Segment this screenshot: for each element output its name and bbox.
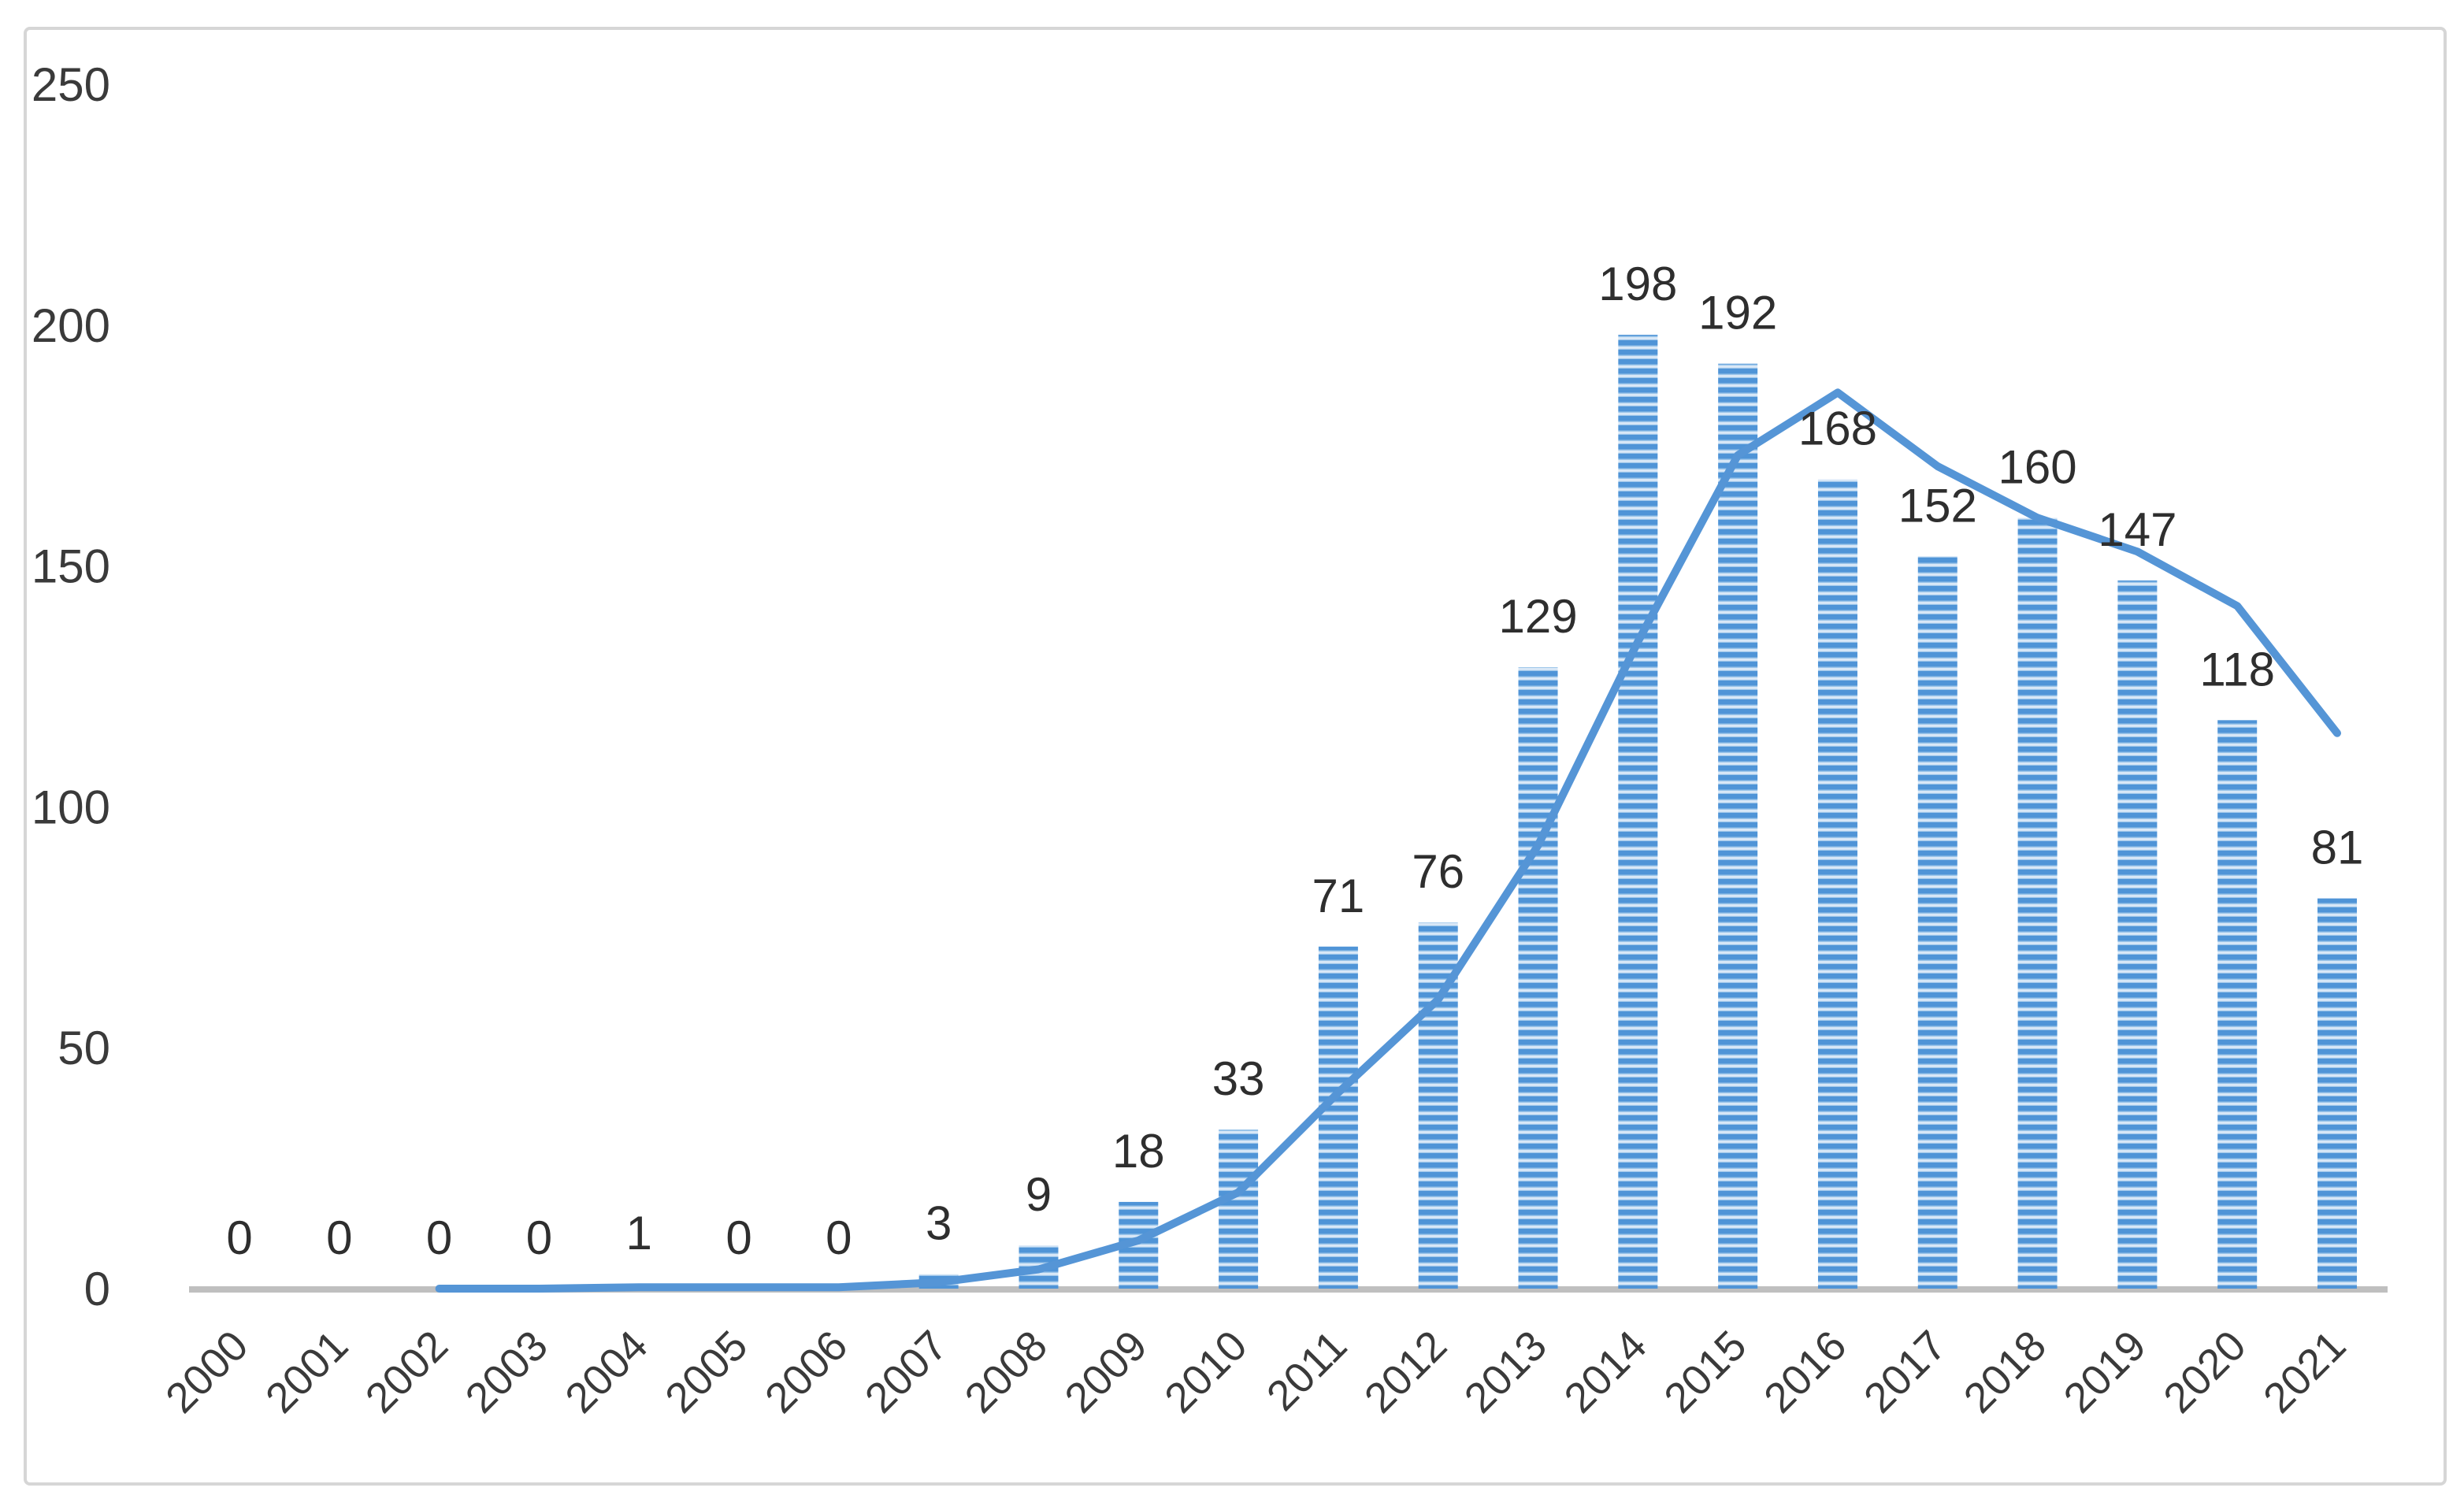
bar-2013 <box>1518 667 1558 1289</box>
bar-value-label-2003: 0 <box>526 1211 552 1264</box>
y-tick-label-250: 250 <box>32 58 110 111</box>
bar-value-label-2008: 9 <box>1026 1168 1052 1221</box>
bar-value-label-2013: 129 <box>1498 590 1577 643</box>
x-tick-label-2000: 2000 <box>157 1322 257 1422</box>
bar-value-label-2020: 118 <box>2199 643 2275 696</box>
x-tick-label-2006: 2006 <box>756 1322 856 1422</box>
y-tick-label-100: 100 <box>32 781 110 833</box>
x-tick-label-2008: 2008 <box>956 1322 1056 1422</box>
x-tick-label-2005: 2005 <box>656 1322 756 1422</box>
bar-value-label-2015: 192 <box>1698 287 1777 339</box>
x-tick-label-2007: 2007 <box>856 1322 956 1422</box>
x-tick-label-2004: 2004 <box>556 1322 656 1422</box>
y-tick-label-150: 150 <box>32 540 110 593</box>
x-tick-label-2020: 2020 <box>2154 1322 2254 1422</box>
y-tick-label-0: 0 <box>84 1263 110 1315</box>
bar-value-label-2019: 147 <box>2098 503 2176 556</box>
bar-2014 <box>1618 335 1658 1289</box>
bar-2021 <box>2317 898 2358 1289</box>
bar-value-label-2001: 0 <box>326 1211 352 1264</box>
x-tick-label-2019: 2019 <box>2054 1322 2154 1422</box>
x-tick-label-2011: 2011 <box>1258 1322 1356 1420</box>
x-tick-label-2017: 2017 <box>1855 1322 1955 1422</box>
x-tick-label-2010: 2010 <box>1156 1322 1256 1422</box>
x-tick-label-2016: 2016 <box>1755 1322 1855 1422</box>
x-tick-label-2002: 2002 <box>357 1322 457 1422</box>
bar-2011 <box>1318 946 1358 1289</box>
bar-value-label-2016: 168 <box>1798 402 1877 455</box>
bar-2010 <box>1219 1130 1259 1289</box>
x-tick-label-2021: 2021 <box>2254 1322 2355 1422</box>
x-tick-label-2009: 2009 <box>1056 1322 1156 1422</box>
bar-value-label-2014: 198 <box>1598 258 1677 310</box>
bar-2015 <box>1718 363 1758 1289</box>
bar-value-label-2012: 76 <box>1412 845 1464 898</box>
bar-value-label-2007: 3 <box>926 1197 952 1250</box>
bar-value-label-2000: 0 <box>226 1211 252 1264</box>
bar-2017 <box>1917 556 1957 1289</box>
bar-value-label-2005: 0 <box>725 1211 751 1264</box>
bar-value-label-2009: 18 <box>1112 1125 1165 1178</box>
bar-value-label-2018: 160 <box>1998 440 2077 493</box>
x-tick-label-2003: 2003 <box>457 1322 557 1422</box>
bar-value-label-2004: 1 <box>626 1207 652 1259</box>
bar-2019 <box>2117 580 2158 1289</box>
x-tick-label-2014: 2014 <box>1555 1322 1655 1422</box>
x-tick-label-2001: 2001 <box>257 1322 357 1422</box>
bar-value-label-2002: 0 <box>426 1211 452 1264</box>
bar-value-label-2017: 152 <box>1898 479 1977 532</box>
bar-value-label-2011: 71 <box>1312 870 1365 922</box>
x-tick-label-2012: 2012 <box>1356 1322 1456 1422</box>
x-tick-label-2015: 2015 <box>1655 1322 1755 1422</box>
bar-value-label-2010: 33 <box>1212 1052 1265 1105</box>
x-tick-label-2013: 2013 <box>1456 1322 1556 1422</box>
trend-line <box>435 388 2341 1293</box>
bar-value-label-2021: 81 <box>2311 822 2364 874</box>
chart-frame <box>24 27 2447 1486</box>
y-tick-label-200: 200 <box>32 299 110 352</box>
bar-2016 <box>1817 479 1857 1289</box>
bar-value-label-2006: 0 <box>826 1211 852 1264</box>
bar-2018 <box>2017 518 2058 1289</box>
x-tick-label-2018: 2018 <box>1955 1322 2055 1422</box>
y-tick-label-50: 50 <box>58 1022 110 1074</box>
bar-2020 <box>2217 720 2258 1289</box>
x-axis-line <box>189 1286 2388 1293</box>
